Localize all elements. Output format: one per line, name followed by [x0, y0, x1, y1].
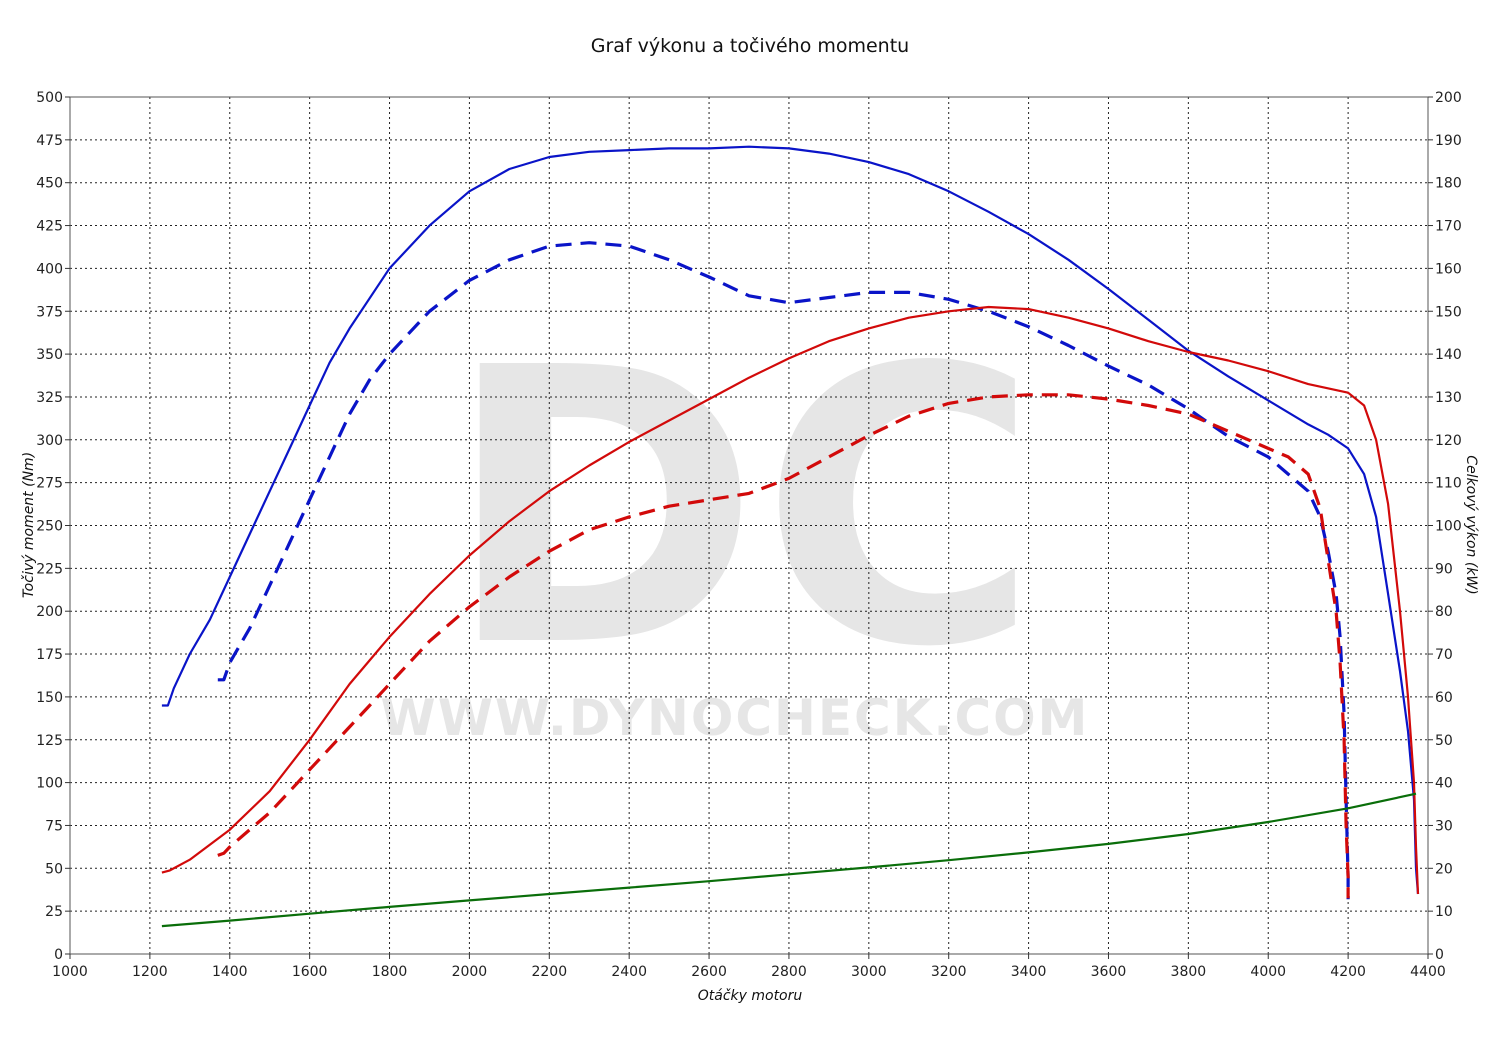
y-left-tick-label: 450 [36, 176, 63, 192]
y-right-tick-label: 40 [1435, 776, 1453, 792]
y-right-tick-label: 30 [1435, 818, 1453, 834]
y-right-tick-label: 90 [1435, 561, 1453, 577]
x-axis-label: Otáčky motoru [698, 988, 803, 1004]
y-left-tick-label: 325 [36, 390, 63, 406]
x-tick-label: 2000 [452, 964, 488, 980]
y-left-tick-label: 200 [36, 604, 63, 620]
y-right-tick-label: 60 [1435, 690, 1453, 706]
x-tick-label: 4200 [1330, 964, 1366, 980]
y-right-tick-label: 100 [1435, 519, 1462, 535]
x-tick-label: 3200 [931, 964, 967, 980]
y-right-tick-label: 140 [1435, 347, 1462, 363]
y-left-tick-label: 25 [45, 904, 63, 920]
y-left-tick-label: 150 [36, 690, 63, 706]
x-tick-label: 4000 [1250, 964, 1286, 980]
torque-tuned-line [161, 145, 1420, 895]
y-left-tick-label: 400 [36, 261, 63, 277]
x-tick-label: 1200 [132, 964, 168, 980]
y-left-tick-label: 425 [36, 219, 63, 235]
power-stock-line [217, 393, 1350, 899]
y-right-tick-label: 20 [1435, 861, 1453, 877]
x-tick-label: 1800 [372, 964, 408, 980]
x-tick-label: 2600 [691, 964, 727, 980]
x-tick-label: 1600 [292, 964, 328, 980]
y-right-tick-label: 200 [1435, 90, 1462, 106]
watermark: DC WWW.DYNOCHECK.COM [381, 287, 1090, 747]
x-tick-label: 2200 [531, 964, 567, 980]
x-tick-labels: 1000 1200 1400 1600 1800 2000 2200 2400 2600 2800… [52, 964, 1446, 980]
y-left-tick-label: 175 [36, 647, 63, 663]
y-right-tick-label: 150 [1435, 304, 1462, 320]
x-tick-label: 3000 [851, 964, 887, 980]
y-right-tick-label: 10 [1435, 904, 1453, 920]
y-right-tick-labels: 0 10 20 30 40 50 60 70 80 90 100 110 120 130 140 150 160… [1435, 90, 1462, 963]
y-right-tick-label: 70 [1435, 647, 1453, 663]
loss-power-line [161, 792, 1417, 928]
y-right-tick-label: 110 [1435, 476, 1462, 492]
y-right-tick-label: 130 [1435, 390, 1462, 406]
y-right-tick-label: 80 [1435, 604, 1453, 620]
x-tick-label: 4400 [1410, 964, 1446, 980]
y-left-tick-label: 225 [36, 561, 63, 577]
y-left-tick-label: 275 [36, 476, 63, 492]
y-left-tick-label: 100 [36, 776, 63, 792]
torque-stock-line [217, 241, 1350, 900]
y-left-axis-label: Točivý moment (Nm) [21, 452, 37, 598]
y-right-tick-label: 180 [1435, 176, 1462, 192]
x-tick-label: 3600 [1091, 964, 1127, 980]
y-left-tick-label: 300 [36, 433, 63, 449]
x-tick-label: 3800 [1171, 964, 1207, 980]
power-tuned-line [161, 305, 1420, 895]
y-right-tick-label: 120 [1435, 433, 1462, 449]
x-tick-label: 1400 [212, 964, 248, 980]
x-tick-label: 2800 [771, 964, 807, 980]
chart-title: Graf výkonu a točivého momentu [591, 35, 909, 57]
series-group [161, 145, 1420, 928]
y-right-tick-label: 0 [1435, 947, 1444, 963]
y-left-tick-label: 50 [45, 861, 63, 877]
y-right-tick-label: 190 [1435, 133, 1462, 149]
y-left-tick-label: 375 [36, 304, 63, 320]
y-left-tick-label: 500 [36, 90, 63, 106]
y-right-axis-label: Celkový výkon (kW) [1463, 455, 1479, 594]
x-tick-label: 1000 [52, 964, 88, 980]
x-tick-label: 3400 [1011, 964, 1047, 980]
x-tick-label: 2400 [611, 964, 647, 980]
axes [65, 96, 1433, 959]
watermark-url: WWW.DYNOCHECK.COM [381, 689, 1090, 747]
y-left-tick-labels: 0 25 50 75 100 125 150 175 200 225 250 275 300 325 350… [36, 90, 63, 963]
y-left-tick-label: 475 [36, 133, 63, 149]
y-left-tick-label: 0 [54, 947, 63, 963]
y-right-tick-label: 160 [1435, 261, 1462, 277]
y-left-tick-label: 75 [45, 818, 63, 834]
watermark-letters: DC [445, 287, 1039, 730]
y-left-tick-label: 250 [36, 519, 63, 535]
y-right-tick-label: 50 [1435, 733, 1453, 749]
y-left-tick-label: 125 [36, 733, 63, 749]
y-right-tick-label: 170 [1435, 219, 1462, 235]
y-left-tick-label: 350 [36, 347, 63, 363]
